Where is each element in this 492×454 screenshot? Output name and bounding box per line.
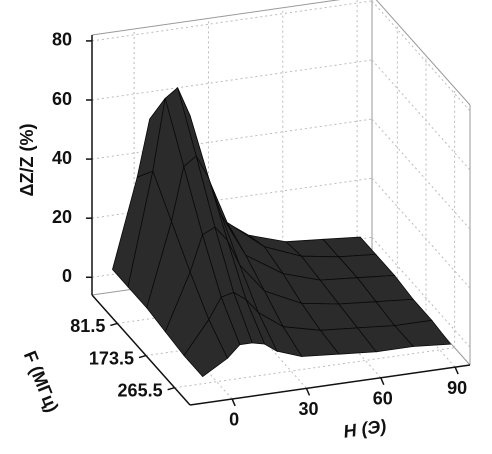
x-tick: [231, 398, 236, 407]
grid-line: [91, 177, 373, 219]
z-tick-label: 40: [52, 148, 72, 168]
z-tick-label: 60: [52, 89, 72, 109]
z-tick-label: 80: [52, 30, 72, 50]
y-axis: [91, 294, 191, 406]
x-tick-label: 0: [229, 410, 239, 430]
z-tick-label: 20: [52, 207, 72, 227]
y-tick: [167, 386, 175, 391]
x-tick: [380, 377, 385, 386]
y-tick-label: 81.5: [70, 316, 105, 336]
x-tick-label: 90: [447, 378, 467, 398]
y-tick-label: 265.5: [118, 380, 163, 400]
y-tick: [138, 354, 147, 359]
surface-cell: [183, 318, 229, 378]
x-tick: [305, 388, 311, 396]
x-axis-label: H (Э): [342, 416, 387, 442]
grid-line: [91, 0, 373, 42]
x-tick: [454, 366, 459, 375]
z-tick-label: 0: [62, 266, 72, 286]
x-tick-label: 60: [373, 388, 393, 408]
box-edge: [91, 0, 341, 36]
z-axis-label: ΔZ/Z (%): [17, 124, 37, 197]
x-tick-label: 30: [298, 399, 318, 419]
box-edge: [375, 0, 471, 106]
grid-line: [371, 0, 471, 112]
y-tick-label: 173.5: [89, 348, 134, 368]
grid-line: [91, 118, 373, 160]
x-axis: [189, 364, 471, 406]
y-axis-label: F (МГц): [20, 348, 63, 415]
y-tick: [110, 322, 118, 327]
grid-line: [91, 59, 373, 101]
grid-line: [174, 347, 455, 389]
grid-line: [371, 118, 471, 230]
grid-line: [371, 59, 471, 171]
